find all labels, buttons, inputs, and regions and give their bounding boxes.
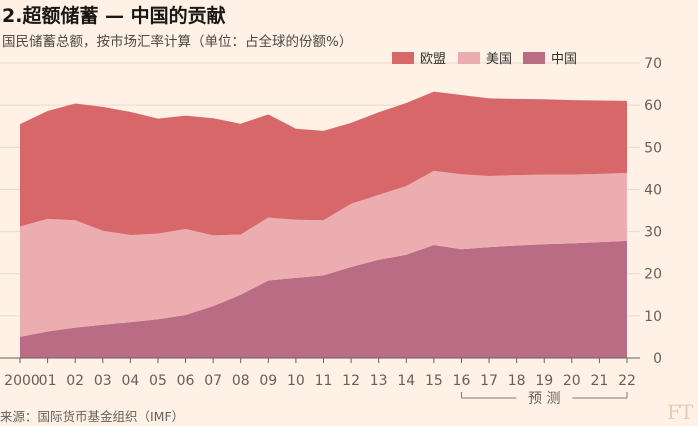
x-tick-label: 18 [508, 373, 526, 389]
x-tick-label: 02 [66, 373, 84, 389]
x-tick-label: 10 [287, 373, 305, 389]
x-tick-label: 04 [121, 373, 139, 389]
area-china [20, 240, 627, 358]
x-tick-label: 03 [94, 373, 112, 389]
y-tick-label: 60 [644, 98, 662, 114]
x-tick-label: 05 [149, 373, 167, 389]
chart-title: 2.超额储蓄 — 中国的贡献 [2, 5, 226, 27]
x-tick-label: 22 [618, 373, 636, 389]
y-tick-label: 0 [653, 351, 662, 367]
area-eu [20, 91, 627, 236]
forecast-label: 预 测 [528, 391, 560, 407]
x-tick-label: 19 [535, 373, 553, 389]
x-tick-label: 20 [563, 373, 581, 389]
x-tick-label: 2000 [4, 373, 40, 389]
ft-logo: FT [667, 400, 693, 424]
x-tick-label: 08 [232, 373, 250, 389]
x-tick-label: 17 [480, 373, 498, 389]
stacked-areas [20, 91, 627, 358]
y-tick-label: 20 [644, 267, 662, 283]
x-tick-label: 16 [453, 373, 471, 389]
y-axis-ticks: 0 10 20 30 40 50 60 70 [644, 56, 662, 367]
legend-label: 中国 [551, 52, 577, 67]
x-tick-label: 06 [177, 373, 195, 389]
legend-label: 美国 [486, 52, 512, 67]
forecast-annotation: 预 测 [460, 391, 628, 407]
y-tick-label: 10 [644, 309, 662, 325]
x-tick-label: 13 [370, 373, 388, 389]
legend: 欧盟 美国 中国 [392, 52, 577, 67]
x-tick-label: 21 [590, 373, 608, 389]
x-tick-label: 12 [342, 373, 360, 389]
legend-swatch [523, 52, 545, 64]
legend-label: 欧盟 [420, 52, 446, 67]
x-tick-label: 07 [204, 373, 222, 389]
area-us [20, 170, 627, 337]
legend-swatch [392, 52, 414, 64]
y-tick-label: 40 [644, 182, 662, 198]
x-tick-label: 09 [259, 373, 277, 389]
x-tick-label: 11 [315, 373, 333, 389]
x-tick-label: 01 [39, 373, 57, 389]
y-tick-label: 30 [644, 225, 662, 241]
legend-swatch [458, 52, 480, 64]
x-tick-label: 14 [397, 373, 415, 389]
x-tick-label: 15 [425, 373, 443, 389]
chart-subtitle: 国民储蓄总额，按市场汇率计算（单位：占全球的份额%） [2, 34, 353, 50]
y-tick-label: 70 [644, 56, 662, 72]
y-tick-label: 50 [644, 140, 662, 156]
source-note: 来源：国际货币基金组织（IMF） [0, 409, 185, 424]
